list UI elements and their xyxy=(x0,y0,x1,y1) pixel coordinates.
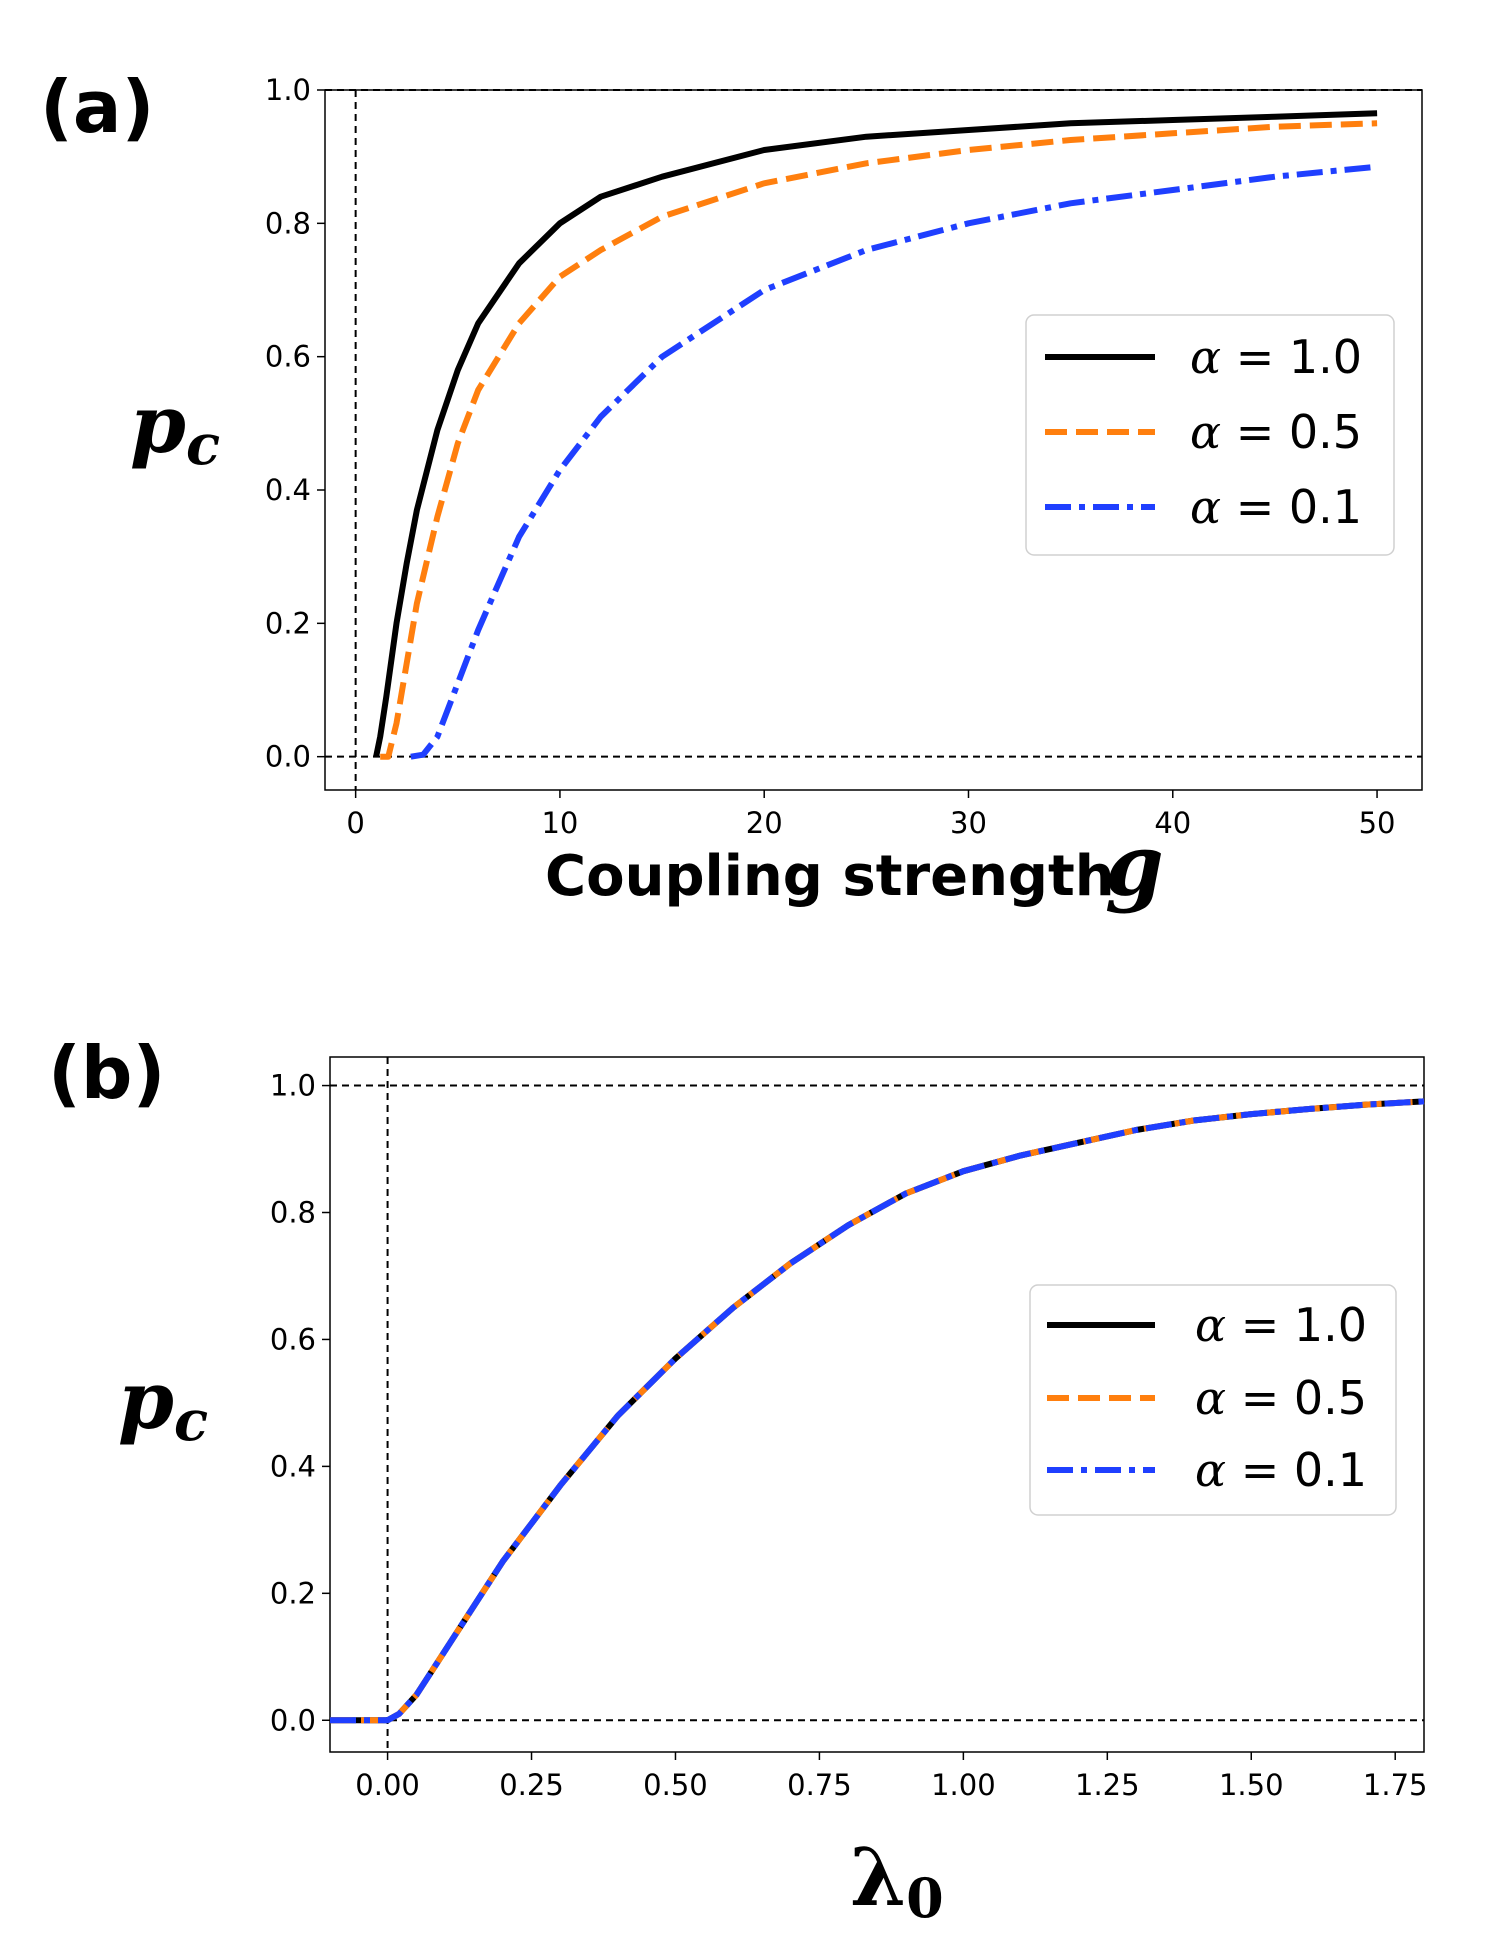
panel-a-ytick-label: 0.4 xyxy=(265,473,311,507)
panel-b-legend-label-1: α = 1.0 xyxy=(1195,1298,1367,1352)
panel-b-series-line-3 xyxy=(330,1098,1425,1724)
panel-b-ytick-label: 0.8 xyxy=(270,1196,316,1230)
panel-a-legend-label-2: α = 0.5 xyxy=(1190,405,1362,459)
panel-a-legend-label-1: α = 1.0 xyxy=(1190,330,1362,384)
panel-b-xtick-label: 0.25 xyxy=(499,1768,564,1802)
panel-a-xtick-label: 10 xyxy=(541,806,578,840)
panel-a-legend-label-3: α = 0.1 xyxy=(1190,480,1362,534)
panel-b-ytick-label: 0.6 xyxy=(270,1322,316,1356)
panel-b-xtick-label: 1.75 xyxy=(1363,1768,1428,1802)
panel-a-series-line-3 xyxy=(410,163,1378,760)
panel-a-reference-lines xyxy=(325,89,1422,790)
panel-a-xtick-label: 20 xyxy=(746,806,783,840)
panel-b-xtick-label: 0.75 xyxy=(787,1768,852,1802)
panel-b-label: (b) xyxy=(48,1031,165,1115)
panel-a-series xyxy=(373,110,1378,760)
panel-b-xtick-label: 0.50 xyxy=(643,1768,708,1802)
panel-b-reference-lines xyxy=(330,1057,1424,1752)
panel-a-xlabel-symbol: g xyxy=(1105,816,1164,915)
panel-a-ylabel: pc xyxy=(130,377,220,478)
panel-b-ytick-label: 0.2 xyxy=(270,1576,316,1610)
panel-a-xtick-label: 0 xyxy=(346,806,364,840)
panel-b-legend-box xyxy=(1029,1284,1397,1516)
panel-a-ytick-label: 0.8 xyxy=(265,206,311,240)
panel-b-xtick-label: 0.00 xyxy=(355,1768,420,1802)
panel-a-xtick-label: 40 xyxy=(1154,806,1191,840)
panel-a-ticks: 0 10 20 30 40 50 0.0 0.2 0.4 0.6 0.8 1.0 xyxy=(265,73,1396,840)
panel-a-ytick-label: 1.0 xyxy=(265,73,311,107)
panel-b-ylabel: pc xyxy=(118,1353,208,1454)
panel-b-xtick-label: 1.50 xyxy=(1219,1768,1284,1802)
panel-a-xtick-label: 30 xyxy=(950,806,987,840)
panel-b-xlabel-symbol: λ0 xyxy=(850,1830,944,1930)
panel-b-series xyxy=(330,1098,1425,1724)
panel-a-ytick-label: 0.6 xyxy=(265,340,311,374)
panel-b-ytick-label: 0.4 xyxy=(270,1449,316,1483)
panel-b-legend-label-3: α = 0.1 xyxy=(1195,1443,1367,1497)
panel-a-label: (a) xyxy=(40,65,154,149)
panel-a-legend-box xyxy=(1025,314,1395,556)
panel-a-series-line-1 xyxy=(373,110,1378,758)
panel-b-xtick-label: 1.25 xyxy=(1075,1768,1140,1802)
panel-b: (b) 0.00 0.25 0.50 0.75 1.00 1.25 1.50 1.750.00… xyxy=(48,1031,1427,1930)
panel-b-ytick-label: 1.0 xyxy=(270,1069,316,1103)
panel-b-ticks: 0.00 0.25 0.50 0.75 1.00 1.25 1.50 1.75 0.0 0.2 0.… xyxy=(270,1069,1428,1802)
panel-b-ytick-label: 0.0 xyxy=(270,1703,316,1737)
panel-b-xtick-label: 1.00 xyxy=(931,1768,996,1802)
panel-a-legend: α = 1.0 α = 0.5 α = 0.1 xyxy=(1025,314,1395,556)
panel-a-ytick-label: 0.2 xyxy=(265,606,311,640)
panel-a-ytick-label: 0.0 xyxy=(265,740,311,774)
panel-a-xtick-label: 50 xyxy=(1359,806,1396,840)
panel-a-series-line-2 xyxy=(380,120,1378,760)
panel-a-xlabel: Coupling strength xyxy=(545,844,1115,909)
panel-b-legend-label-2: α = 0.5 xyxy=(1195,1371,1367,1425)
panel-a: (a) 0 10 20 30 40 50 0.0 0.2 0.4 0.6 0.8 1.0 pc Cou… xyxy=(40,65,1423,915)
panel-b-legend: α = 1.0 α = 0.5 α = 0.1 xyxy=(1029,1284,1397,1516)
